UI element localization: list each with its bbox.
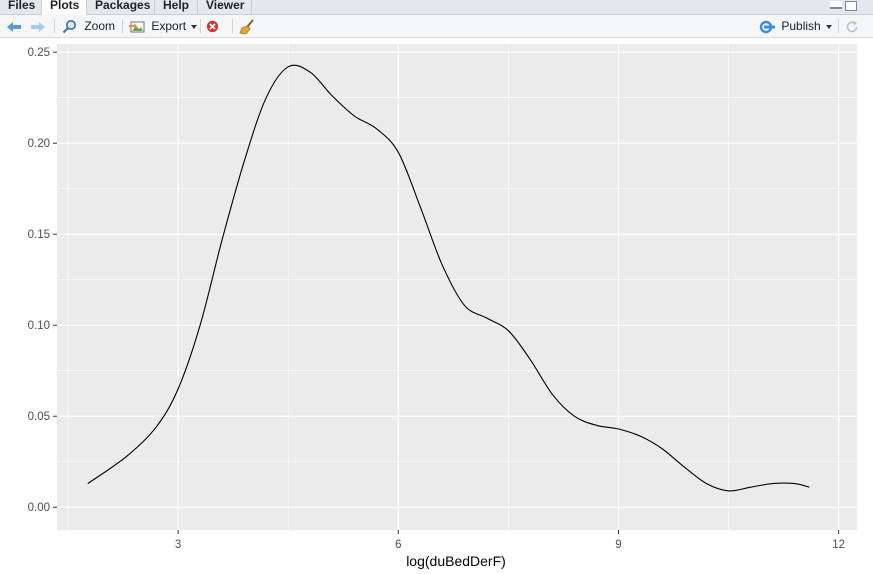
arrow-right-icon: [31, 21, 45, 32]
chevron-down-icon: [191, 24, 198, 29]
zoom-label: Zoom: [84, 19, 116, 33]
y-tick-label: 0.00: [28, 502, 50, 514]
toolbar-divider: [200, 19, 201, 33]
refresh-plot-button[interactable]: [845, 17, 859, 35]
remove-plot-button[interactable]: [206, 17, 219, 35]
toolbar-divider: [54, 19, 55, 33]
plot-panel-background: [57, 44, 857, 530]
x-tick-label: 12: [832, 539, 845, 551]
magnifier-icon: [62, 20, 76, 34]
y-tick-label: 0.05: [28, 411, 50, 423]
tab-help[interactable]: Help: [155, 0, 198, 14]
y-tick-label: 0.10: [28, 320, 50, 332]
back-arrow-button[interactable]: [6, 17, 22, 35]
remove-circle-icon: [206, 21, 219, 33]
density-plot: 0.00 0.05 0.10 0.15 0.20 0.25 3 6 9 12 log(duBed…: [28, 44, 857, 569]
publish-icon: [759, 20, 775, 34]
toolbar-divider: [838, 19, 839, 33]
x-axis-title: log(duBedDerF): [406, 553, 506, 569]
tab-viewer[interactable]: Viewer: [198, 0, 252, 14]
forward-arrow-button[interactable]: [30, 17, 46, 35]
export-dropdown-button[interactable]: Export: [129, 17, 198, 35]
maximize-pane-button[interactable]: [845, 1, 857, 11]
x-tick-label: 9: [615, 539, 621, 551]
publish-label: Publish: [781, 19, 821, 33]
tab-label: Files: [8, 0, 36, 12]
publish-dropdown-button[interactable]: Publish: [758, 17, 832, 35]
zoom-button[interactable]: Zoom: [62, 17, 115, 35]
y-tick-label: 0.15: [28, 229, 50, 241]
refresh-icon: [846, 20, 858, 33]
tab-plots[interactable]: Plots: [42, 0, 87, 15]
tab-label: Help: [163, 0, 190, 12]
y-tick-label: 0.20: [28, 138, 50, 150]
tab-files[interactable]: Files: [0, 0, 42, 14]
tab-label: Plots: [50, 0, 80, 12]
tab-packages[interactable]: Packages: [87, 0, 155, 14]
pane-tab-bar: Files Plots Packages Help Viewer: [0, 0, 873, 15]
toolbar-divider: [232, 19, 233, 33]
x-tick-label: 6: [395, 539, 401, 551]
x-axis: 3 6 9 12: [175, 530, 845, 551]
major-gridlines: [57, 44, 857, 530]
minimize-pane-button[interactable]: [830, 1, 842, 9]
clear-all-plots-button[interactable]: [239, 17, 255, 35]
toolbar-divider: [122, 19, 123, 33]
x-tick-label: 3: [175, 539, 181, 551]
y-tick-label: 0.25: [28, 47, 50, 59]
plots-toolbar: Zoom Export Publish: [0, 15, 873, 38]
y-axis: 0.00 0.05 0.10 0.15 0.20 0.25: [28, 47, 57, 514]
export-label: Export: [151, 19, 187, 33]
tab-label: Viewer: [206, 0, 245, 12]
chevron-down-icon: [825, 24, 832, 29]
export-image-icon: [129, 21, 145, 33]
minor-gridlines: [57, 44, 857, 530]
window-controls: [827, 1, 857, 13]
tab-label: Packages: [95, 0, 151, 12]
arrow-left-icon: [7, 21, 21, 32]
density-curve: [87, 64, 810, 492]
broom-icon: [239, 19, 254, 35]
